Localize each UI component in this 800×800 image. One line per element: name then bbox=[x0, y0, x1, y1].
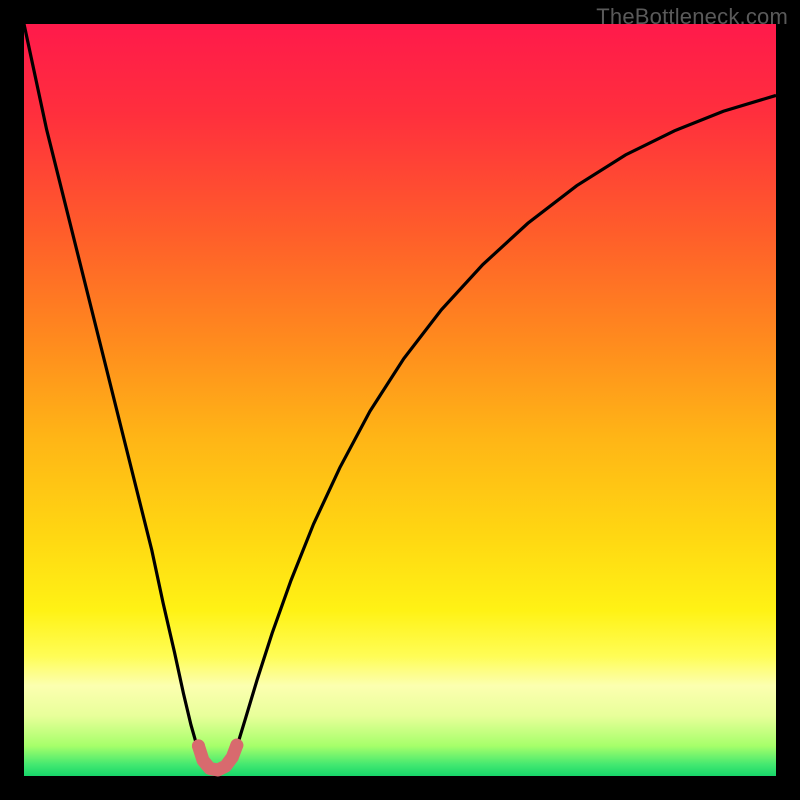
trough-end-dot bbox=[192, 739, 205, 752]
chart-container: TheBottleneck.com bbox=[0, 0, 800, 800]
trough-end-dot bbox=[230, 739, 243, 752]
bottleneck-chart bbox=[0, 0, 800, 800]
